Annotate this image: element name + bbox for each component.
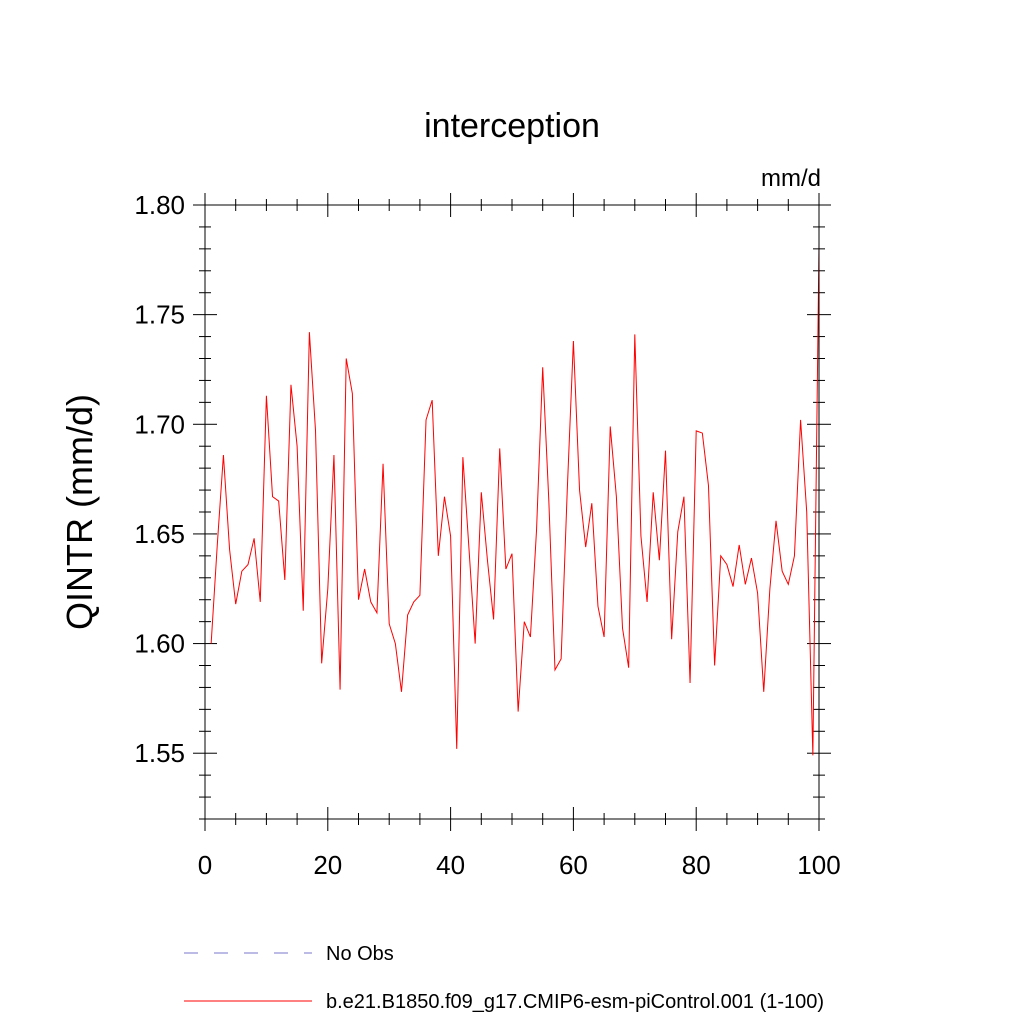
y-tick-label: 1.65 — [134, 519, 185, 549]
axis-tick-labels: 0 20 40 60 80 100 1.55 1.60 1.65 1.70 1.75 1.80 — [134, 190, 840, 880]
units-label: mm/d — [761, 165, 821, 192]
y-axis-label: QINTR (mm/d) — [59, 394, 100, 630]
x-tick-label: 20 — [313, 850, 342, 880]
x-tick-label: 60 — [559, 850, 588, 880]
legend-label-no-obs: No Obs — [326, 943, 394, 965]
x-tick-label: 80 — [682, 850, 711, 880]
x-tick-label: 40 — [436, 850, 465, 880]
x-tick-label: 0 — [198, 850, 212, 880]
axis-ticks — [193, 193, 831, 831]
y-tick-label: 1.80 — [134, 190, 185, 220]
legend: No Obs b.e21.B1850.f09_g17.CMIP6-esm-piC… — [184, 943, 824, 1013]
y-tick-label: 1.75 — [134, 300, 185, 330]
chart-title: interception — [424, 107, 600, 145]
x-tick-label: 100 — [797, 850, 840, 880]
y-tick-label: 1.55 — [134, 738, 185, 768]
plot-frame — [204, 204, 820, 820]
legend-label-picontrol: b.e21.B1850.f09_g17.CMIP6-esm-piControl.… — [326, 991, 824, 1013]
y-tick-label: 1.70 — [134, 409, 185, 439]
series-line-piControl — [210, 244, 820, 756]
y-tick-label: 1.60 — [134, 629, 185, 659]
